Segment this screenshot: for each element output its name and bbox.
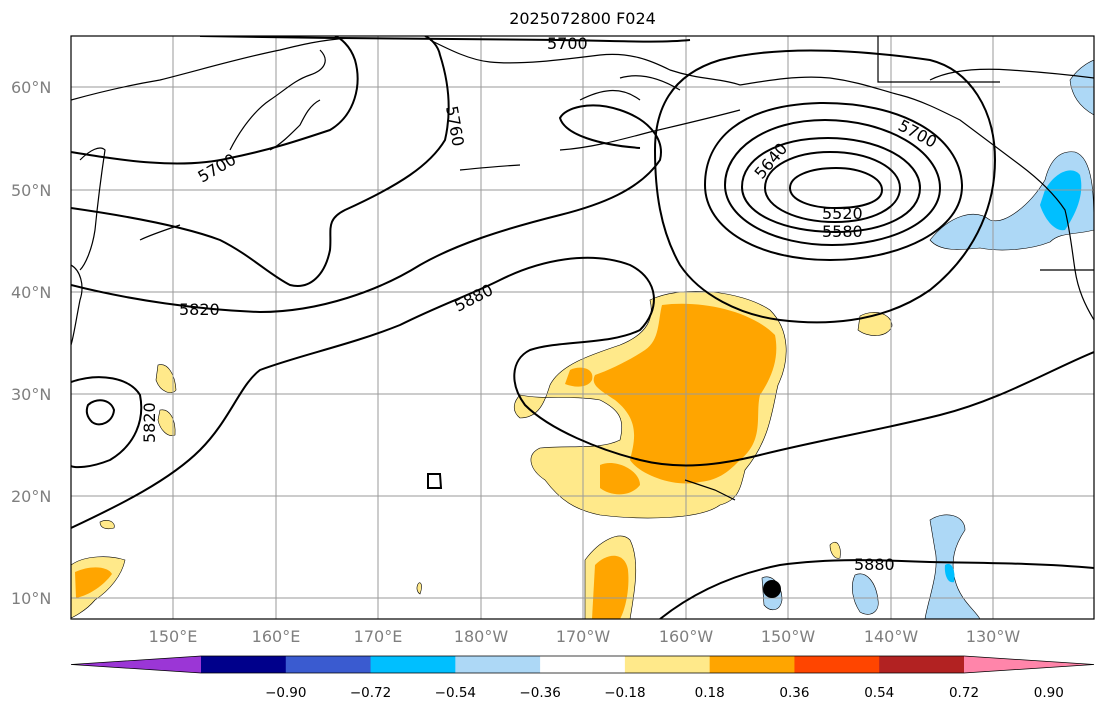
small-patch (99, 520, 115, 530)
lon-label-130w: 130°W (966, 627, 1021, 646)
contour-5560 (763, 150, 902, 224)
map-title: 2025072800 F024 (509, 9, 656, 28)
lat-label-60n: 60°N (11, 78, 51, 97)
coastlines (71, 36, 1094, 501)
contour-5700-west (71, 36, 359, 165)
colorbar-segment (201, 656, 287, 673)
small-patch-2 (829, 541, 841, 559)
colorbar-extend-max (964, 656, 1094, 673)
strong-anomaly-region-3 (600, 462, 640, 495)
contour-5820-west (71, 376, 143, 469)
lon-label-180w: 180°W (454, 627, 509, 646)
contour-5600 (723, 118, 942, 247)
lat-label-50n: 50°N (11, 181, 51, 200)
contour-5880-south (659, 559, 1094, 619)
negative-anomaly-south-2 (851, 573, 879, 615)
lon-label-140w: 140°W (864, 627, 919, 646)
height-contours (71, 36, 1094, 619)
colorbar-segment (540, 656, 626, 673)
contour-label-5820: 5820 (179, 300, 220, 319)
colorbar-tick-label: −0.72 (350, 685, 391, 701)
latitude-labels: 60°N 50°N 40°N 30°N 20°N 10°N (11, 78, 51, 608)
lat-label-20n: 20°N (11, 487, 51, 506)
colorbar-tick-label: −0.54 (435, 685, 476, 701)
contour-5760 (71, 36, 450, 287)
strong-anomaly-patch-south (592, 555, 629, 619)
lon-label-150e: 150°E (149, 627, 198, 646)
contour-label-5820-west: 5820 (140, 402, 159, 443)
lat-label-10n: 10°N (11, 589, 51, 608)
contour-label-5580: 5580 (822, 222, 863, 241)
lat-label-30n: 30°N (11, 385, 51, 404)
lon-label-170e: 170°E (354, 627, 403, 646)
colorbar: −0.90 −0.72 −0.54 −0.36 −0.18 0.18 0.36 0.54 0.7… (70, 655, 1095, 701)
contour-5580 (740, 136, 922, 234)
colorbar-segment (370, 656, 456, 673)
negative-anomaly-south-core (944, 563, 955, 583)
small-patch-3 (416, 582, 422, 595)
graticule (71, 36, 1094, 619)
contour-5880 (71, 256, 1094, 529)
colorbar-tick-label: −0.36 (519, 685, 560, 701)
contour-label-5880-south: 5880 (854, 555, 895, 574)
lon-label-150w: 150°W (761, 627, 816, 646)
colorbar-tick-label: 0.18 (695, 685, 725, 701)
lon-label-170w: 170°W (556, 627, 611, 646)
lon-label-160e: 160°E (252, 627, 301, 646)
contour-small-square (427, 473, 443, 489)
colorbar-segment (794, 656, 880, 673)
strong-anomaly-region-2 (565, 367, 593, 387)
storm-center-marker (763, 580, 781, 598)
colorbar-segment (624, 656, 711, 673)
colorbar-segment (879, 656, 965, 673)
lon-label-160w: 160°W (659, 627, 714, 646)
contour-5640 (703, 101, 964, 262)
colorbar-segment (285, 656, 372, 673)
colorbar-tick-label: 0.36 (779, 685, 809, 701)
positive-anomaly-patch-west (155, 364, 177, 393)
contour-small-ring (85, 399, 116, 426)
colorbar-outline (70, 655, 1095, 674)
colorbar-extend-min (71, 656, 201, 673)
colorbar-tick-label: 0.72 (949, 685, 979, 701)
colorbar-segment (455, 656, 541, 673)
colorbar-tick-label: −0.18 (604, 685, 645, 701)
longitude-labels: 150°E 160°E 170°E 180°W 170°W 160°W 150°… (149, 627, 1021, 646)
map-panel: 5700 5760 5700 5820 5880 5820 5700 5640 … (70, 34, 1095, 620)
contour-5700-north (199, 36, 691, 43)
contour-5700-east (653, 49, 997, 324)
positive-anomaly-patch-west-2 (157, 409, 176, 436)
strong-anomaly-patch-southwest (75, 567, 112, 598)
strong-negative-anomaly (1040, 170, 1082, 231)
lat-label-40n: 40°N (11, 283, 51, 302)
negative-anomaly-south (924, 514, 981, 619)
contour-label-5520: 5520 (822, 204, 863, 223)
colorbar-segment (709, 656, 795, 673)
contour-label-5700-north: 5700 (547, 34, 588, 53)
colorbar-tick-label: −0.90 (265, 685, 306, 701)
contour-5820 (71, 104, 662, 314)
contour-5520 (788, 166, 884, 210)
colorbar-tick-label: 0.90 (1034, 685, 1064, 701)
colorbar-tick-label: 0.54 (864, 685, 894, 701)
